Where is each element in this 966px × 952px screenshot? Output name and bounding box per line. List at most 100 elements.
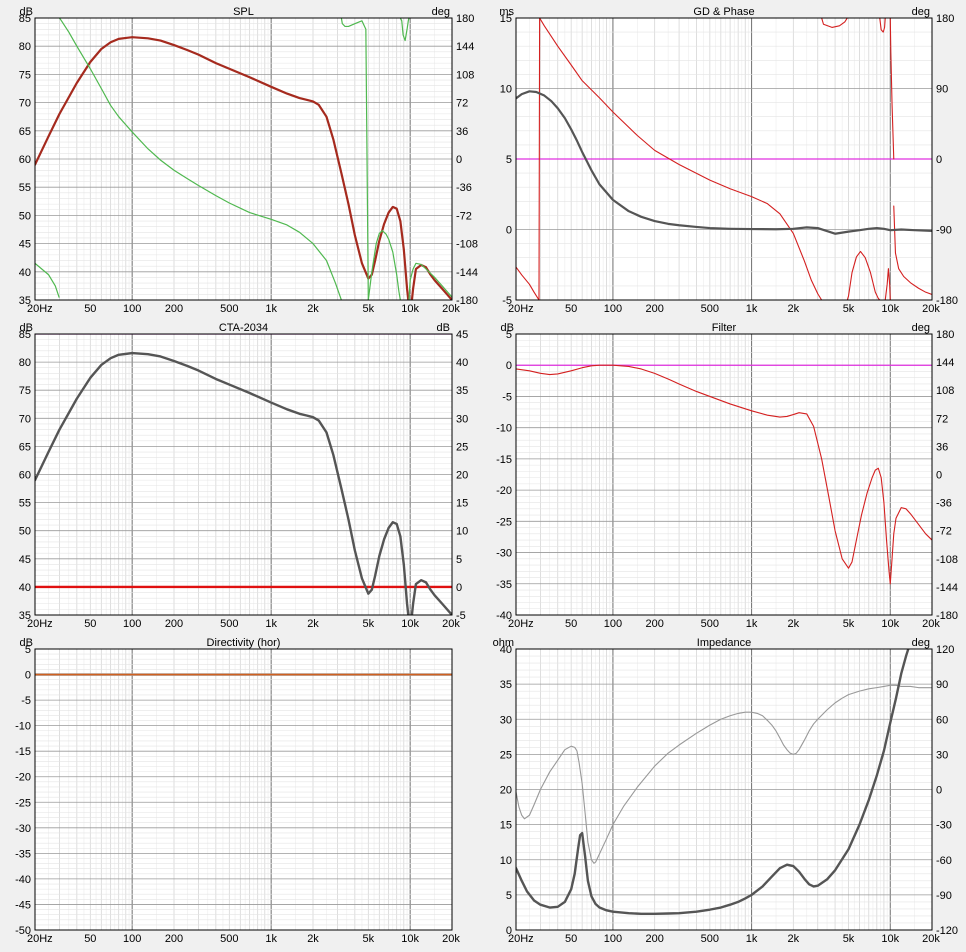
plot-frame	[515, 333, 933, 616]
x-tick-label: 2k	[788, 303, 800, 315]
y2-tick-label: -30	[936, 820, 952, 832]
series-line-1	[516, 649, 910, 916]
x-tick-label: 100	[123, 618, 141, 630]
x-tick-label: 200	[165, 303, 183, 315]
chart-title: SPL	[233, 6, 254, 18]
x-tick-label: 500	[220, 933, 238, 945]
x-tick-label: 50	[565, 933, 577, 945]
chart-spl: SPL dB deg 85 80 75 70 65 60 55 50 45 40 35 180 144 108 7…	[19, 6, 478, 315]
series-line-3	[821, 18, 848, 28]
y2-tick-label: 25	[456, 441, 468, 453]
x-tick-label: 20k	[442, 618, 460, 630]
y-tick-label: 25	[500, 749, 512, 761]
series-line-2	[58, 18, 342, 300]
y-unit-label: dB	[501, 322, 514, 334]
x-tick-label: 50	[84, 933, 96, 945]
x-tick-label: 100	[123, 933, 141, 945]
chart-title: CTA-2034	[219, 322, 268, 334]
y-tick-label: 0	[506, 925, 512, 937]
y2-tick-label: 5	[456, 554, 462, 566]
y-tick-label: 10	[500, 84, 512, 96]
y-tick-label: 10	[500, 855, 512, 867]
series-group	[35, 18, 452, 300]
y2-tick-label: 108	[456, 69, 474, 81]
x-tick-label: 5k	[363, 618, 375, 630]
x-tick-label: 50	[565, 303, 577, 315]
y2-tick-label: 40	[456, 357, 468, 369]
y2-tick-label: 60	[936, 714, 948, 726]
series-line-1	[516, 266, 540, 300]
x-tick-label: 2k	[307, 933, 319, 945]
x-tick-label: 10k	[881, 618, 899, 630]
y2-tick-label: 180	[936, 329, 954, 341]
y2-tick-label: 108	[936, 385, 954, 397]
y-tick-label: 40	[19, 582, 31, 594]
x-tick-label: 1k	[746, 933, 758, 945]
x-tick-label: 20Hz	[508, 618, 534, 630]
y2-tick-label: -108	[456, 239, 478, 251]
y-tick-label: 60	[19, 470, 31, 482]
x-tick-label: 1k	[746, 303, 758, 315]
plot-frame	[515, 648, 933, 931]
x-tick-label: 10k	[881, 933, 899, 945]
y2-tick-label: 90	[936, 679, 948, 691]
y2-tick-label: 30	[936, 749, 948, 761]
y2-tick-label: 20	[456, 470, 468, 482]
y-tick-label: -5	[502, 391, 512, 403]
x-tick-label: 10k	[401, 618, 419, 630]
x-tick-label: 20k	[922, 618, 940, 630]
y-tick-label: 55	[19, 498, 31, 510]
y-tick-label: -15	[496, 454, 512, 466]
y2-tick-label: -90	[936, 890, 952, 902]
x-tick-label: 20Hz	[27, 303, 53, 315]
y2-tick-label: -180	[936, 295, 958, 307]
series-line-6	[884, 268, 891, 300]
x-tick-label: 500	[220, 303, 238, 315]
x-tick-label: 50	[84, 618, 96, 630]
y-tick-label: 15	[500, 820, 512, 832]
y-tick-label: 15	[500, 13, 512, 25]
y-tick-label: -15	[15, 746, 31, 758]
y2-tick-label: -144	[456, 267, 478, 279]
plot-area	[516, 334, 932, 615]
y-tick-label: -20	[15, 772, 31, 784]
y-tick-label: -30	[15, 823, 31, 835]
x-tick-label: 200	[645, 303, 663, 315]
x-tick-label: 2k	[788, 618, 800, 630]
y-unit-label: dB	[20, 6, 33, 18]
y-tick-label: 50	[19, 526, 31, 538]
y-tick-label: -25	[496, 516, 512, 528]
y2-tick-label: 180	[456, 13, 474, 25]
y-tick-label: 35	[19, 295, 31, 307]
y-tick-label: 45	[19, 239, 31, 251]
y-tick-label: -50	[15, 925, 31, 937]
y-tick-label: 20	[500, 785, 512, 797]
y-tick-label: 45	[19, 554, 31, 566]
x-tick-label: 10k	[401, 933, 419, 945]
plot-frame	[34, 648, 453, 931]
x-tick-label: 10k	[401, 303, 419, 315]
y-tick-label: -45	[15, 899, 31, 911]
y2-tick-label: -72	[936, 526, 952, 538]
y-unit-label: ohm	[493, 637, 514, 649]
y2-tick-label: 72	[456, 98, 468, 110]
y2-tick-label: 0	[936, 785, 942, 797]
y-tick-label: 65	[19, 126, 31, 138]
y-tick-label: 75	[19, 69, 31, 81]
x-tick-label: 20Hz	[508, 933, 534, 945]
x-tick-label: 50	[565, 618, 577, 630]
y-tick-label: -35	[15, 848, 31, 860]
series-line-5	[879, 18, 886, 33]
y2-tick-label: 36	[936, 441, 948, 453]
x-tick-label: 500	[701, 618, 719, 630]
y2-tick-label: -72	[456, 210, 472, 222]
series-group	[516, 649, 932, 916]
y-tick-label: 0	[25, 670, 31, 682]
series-line-0	[516, 684, 932, 864]
y-tick-label: 35	[19, 610, 31, 622]
y2-tick-label: 144	[456, 41, 474, 53]
y-tick-label: 85	[19, 329, 31, 341]
